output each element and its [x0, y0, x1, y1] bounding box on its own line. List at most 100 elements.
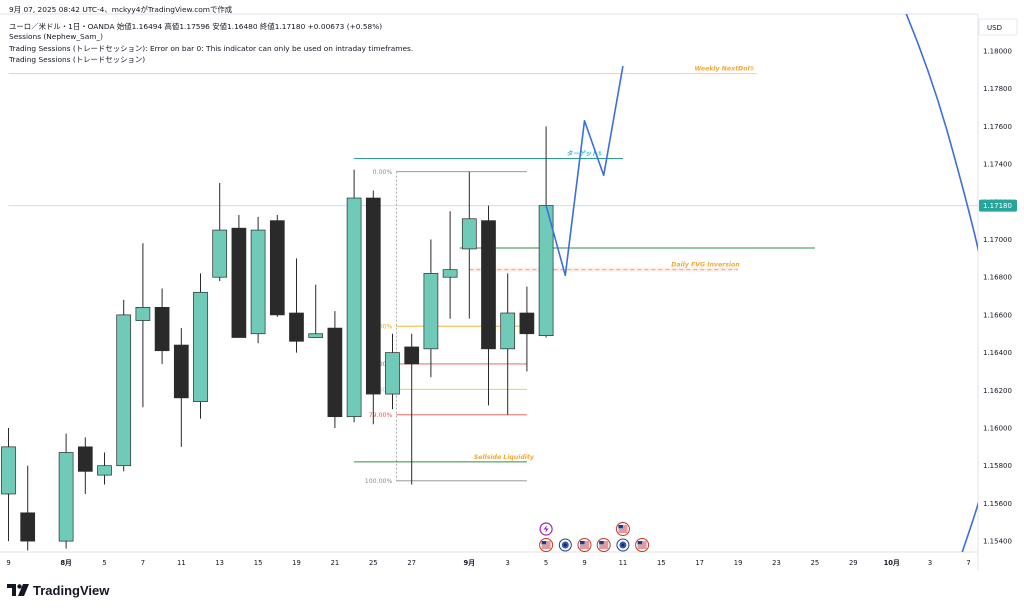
candle-10[interactable] — [193, 273, 208, 419]
candle-20[interactable] — [385, 333, 400, 410]
symbol-ohlc-line[interactable]: ユーロ／米ドル・1日・OANDA 始値1.16494 高値1.17596 安値1… — [9, 22, 383, 31]
event-flag-3[interactable] — [577, 538, 592, 552]
y-tick-label-6: 1.16800 — [983, 274, 1012, 282]
x-tick-label-19: 23 — [772, 559, 781, 567]
candle-9[interactable] — [173, 328, 189, 447]
candle-16[interactable] — [308, 284, 324, 338]
event-globe-6[interactable] — [616, 538, 630, 552]
candle-0[interactable] — [1, 428, 16, 542]
candle-6[interactable] — [116, 299, 132, 472]
candle-7[interactable] — [135, 243, 151, 408]
candle-23[interactable] — [442, 211, 458, 319]
candle-14[interactable] — [269, 214, 285, 317]
x-tick-label-17: 17 — [695, 559, 704, 567]
current-price-badge — [979, 199, 1017, 212]
fib-label-0: 0.00% — [373, 169, 393, 176]
event-flag-4[interactable] — [596, 538, 611, 552]
candle-body — [442, 269, 458, 278]
x-tick-label-13: 5 — [544, 559, 548, 567]
us-flag-icon — [596, 538, 611, 552]
candle-5[interactable] — [97, 452, 112, 485]
plot-area: Weekly NextDol① ターゲット① Daily FVG Inversion… — [1, 14, 978, 552]
x-tick-label-1: 8月 — [60, 559, 72, 567]
y-tick-label-1: 1.17800 — [983, 85, 1012, 93]
header-timestamp: 9月 07, 2025 08:42 UTC-4、mckyy4がTradingVi… — [9, 5, 233, 14]
level-label-weekly-nextdol: Weekly NextDol① — [694, 65, 754, 73]
globe-center — [621, 543, 625, 547]
x-tick-label-8: 21 — [331, 559, 340, 567]
tradingview-logo-text: TradingView — [33, 582, 110, 598]
event-flag-1[interactable] — [539, 538, 554, 552]
x-tick-label-5: 13 — [215, 559, 224, 567]
candle-13[interactable] — [250, 216, 266, 344]
candle-24[interactable] — [461, 171, 477, 319]
x-tick-label-24: 7 — [966, 559, 970, 567]
event-flag-5[interactable] — [615, 522, 630, 536]
x-tick-label-9: 25 — [369, 559, 378, 567]
y-tick-label-8: 1.16400 — [983, 349, 1012, 357]
candle-4[interactable] — [77, 437, 93, 494]
us-flag-icon — [635, 538, 650, 552]
fib-label-5: 100.00% — [365, 478, 393, 485]
candle-12[interactable] — [231, 214, 247, 338]
y-tick-label-7: 1.16600 — [983, 311, 1012, 319]
candle-11[interactable] — [212, 182, 228, 281]
x-tick-label-7: 19 — [292, 559, 301, 567]
event-lightning-0[interactable] — [539, 522, 553, 536]
x-tick-label-4: 11 — [177, 559, 186, 567]
candle-27[interactable] — [519, 286, 535, 372]
candle-17[interactable] — [327, 311, 343, 428]
candle-19[interactable] — [365, 190, 381, 425]
candle-body — [327, 327, 343, 418]
candle-1[interactable] — [20, 465, 36, 551]
candle-body — [58, 452, 74, 542]
candle-body — [500, 312, 516, 350]
candle-15[interactable] — [289, 258, 304, 353]
candle-26[interactable] — [500, 273, 516, 415]
x-tick-label-16: 15 — [657, 559, 666, 567]
x-tick-label-0: 9 — [6, 559, 10, 567]
x-tick-label-6: 15 — [254, 559, 263, 567]
candle-25[interactable] — [481, 205, 496, 406]
y-tick-label-12: 1.15600 — [983, 500, 1012, 508]
indicator-trading-sessions[interactable]: Trading Sessions (トレードセッション) — [9, 55, 146, 64]
flag-canton — [599, 541, 604, 545]
currency-label: USD — [987, 24, 1002, 32]
candle-body — [385, 352, 400, 395]
indicator-trading-sessions-error[interactable]: Trading Sessions (トレードセッション): Error on b… — [9, 44, 414, 53]
y-tick-label-10: 1.16000 — [983, 425, 1012, 433]
tradingview-logo[interactable]: TradingView — [7, 581, 109, 599]
tradingview-logo-icon — [7, 584, 29, 596]
candle-body — [269, 220, 285, 316]
event-flag-7[interactable] — [635, 538, 650, 552]
flag-canton — [580, 541, 585, 545]
y-tick-label-11: 1.15800 — [983, 462, 1012, 470]
candle-22[interactable] — [423, 239, 439, 378]
current-price-label: 1.17180 — [983, 202, 1012, 210]
candle-body — [173, 344, 189, 399]
candle-body — [135, 307, 151, 321]
candle-body — [20, 512, 36, 542]
candle-body — [97, 465, 112, 476]
y-tick-label-0: 1.18000 — [983, 48, 1012, 56]
candle-body — [212, 229, 228, 278]
indicator-sessions[interactable]: Sessions (Nephew_Sam_) — [9, 32, 104, 41]
candle-body — [308, 333, 324, 338]
flag-canton — [541, 541, 547, 545]
candle-21[interactable] — [404, 333, 420, 485]
projection-path — [545, 65, 624, 277]
event-globe-2[interactable] — [558, 538, 572, 552]
candle-body — [404, 346, 420, 365]
us-flag-icon — [539, 538, 554, 552]
x-tick-label-23: 3 — [928, 559, 932, 567]
x-tick-label-12: 3 — [506, 559, 510, 567]
arc-bottom — [961, 501, 978, 552]
candle-18[interactable] — [346, 169, 362, 423]
us-flag-icon — [615, 522, 630, 536]
y-tick-label-3: 1.17400 — [983, 161, 1012, 169]
candle-3[interactable] — [58, 433, 74, 549]
x-tick-label-20: 25 — [811, 559, 820, 567]
candle-8[interactable] — [154, 288, 170, 364]
candle-body — [250, 229, 266, 335]
